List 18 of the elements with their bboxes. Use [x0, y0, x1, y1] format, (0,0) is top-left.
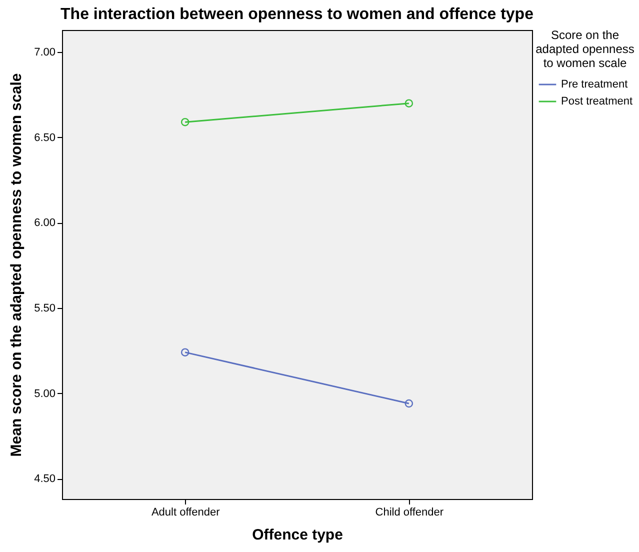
point: [404, 99, 414, 108]
legend-label: Pre treatment: [561, 78, 628, 90]
y-tick-label: 7.00: [34, 46, 56, 59]
y-tick-label: 6.00: [34, 217, 56, 230]
point: [180, 348, 190, 356]
legend-title: Score on the adapted openness to women scale: [536, 28, 634, 70]
point: [180, 118, 190, 126]
x-axis-title: Offence type: [252, 526, 343, 544]
point: [404, 399, 414, 408]
y-tick-label: 6.50: [34, 132, 56, 144]
x-tick-label: Adult offender: [151, 506, 220, 518]
y-axis-title: Mean score on the adapted openness to women scale: [8, 73, 26, 457]
legend-label: Post treatment: [561, 96, 633, 108]
chart-title: The interaction between openness to women and offence type: [60, 6, 534, 23]
x-tick-label: Child offender: [375, 506, 444, 518]
y-tick-label: 5.50: [34, 302, 56, 314]
y-tick-label: 4.50: [34, 473, 56, 486]
y-tick-label: 5.00: [34, 388, 56, 400]
